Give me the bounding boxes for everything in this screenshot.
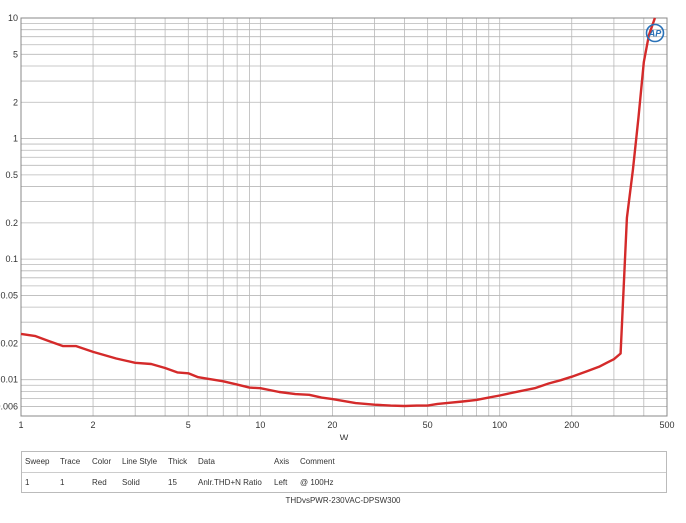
logo-text: AP bbox=[648, 29, 662, 39]
header-line-style: Line Style bbox=[122, 457, 158, 466]
chart-grid bbox=[21, 18, 667, 416]
x-tick-label: 1 bbox=[18, 420, 23, 430]
header-trace: Trace bbox=[60, 457, 81, 466]
x-tick-label: 10 bbox=[255, 420, 265, 430]
header-data: Data bbox=[198, 457, 215, 466]
header-color: Color bbox=[92, 457, 112, 466]
x-axis-ticks: 1 2 5 10 20 50 100 200 500 bbox=[18, 420, 674, 430]
cell-axis: Left bbox=[274, 478, 288, 487]
legend-header-row: Sweep Trace Color Line Style Thick Data … bbox=[22, 452, 666, 473]
y-tick-label: 0.02 bbox=[0, 338, 18, 348]
x-tick-label: 5 bbox=[186, 420, 191, 430]
y-tick-label: 0.2 bbox=[5, 218, 18, 228]
y-tick-label: 0.05 bbox=[0, 290, 18, 300]
x-tick-label: 2 bbox=[91, 420, 96, 430]
thd-chart: 0.006 0.01 0.02 0.05 0.1 0.2 0.5 1 2 5 10 1 2 5 10 20 5… bbox=[0, 13, 675, 440]
cell-color: Red bbox=[92, 478, 107, 487]
y-tick-label: 2 bbox=[13, 97, 18, 107]
cell-trace: 1 bbox=[60, 478, 65, 487]
y-axis-ticks: 0.006 0.01 0.02 0.05 0.1 0.2 0.5 1 2 5 10 bbox=[0, 13, 18, 411]
y-tick-label: 0.006 bbox=[0, 401, 18, 411]
ap-logo-icon: AP bbox=[645, 23, 665, 43]
x-tick-label: 20 bbox=[327, 420, 337, 430]
cell-data: Anlr.THD+N Ratio bbox=[198, 478, 262, 487]
thd-series-line bbox=[20, 17, 657, 408]
y-tick-label: 1 bbox=[13, 134, 18, 144]
cell-comment: @ 100Hz bbox=[300, 478, 334, 487]
cell-line-style: Solid bbox=[122, 478, 140, 487]
y-tick-label: 0.5 bbox=[5, 170, 18, 180]
legend-data-row: 1 1 Red Solid 15 Anlr.THD+N Ratio Left @… bbox=[22, 473, 666, 493]
x-tick-label: 500 bbox=[659, 420, 674, 430]
header-sweep: Sweep bbox=[25, 457, 50, 466]
header-thick: Thick bbox=[168, 457, 188, 466]
y-tick-label: 10 bbox=[8, 13, 18, 23]
header-comment: Comment bbox=[300, 457, 335, 466]
y-tick-label: 0.1 bbox=[5, 254, 18, 264]
chart-footer-title: THDvsPWR-230VAC-DPSW300 bbox=[285, 496, 401, 505]
x-tick-label: 200 bbox=[564, 420, 579, 430]
y-tick-label: 5 bbox=[13, 49, 18, 59]
cell-thick: 15 bbox=[168, 478, 177, 487]
x-axis-label: W bbox=[340, 433, 349, 440]
x-tick-label: 100 bbox=[492, 420, 507, 430]
header-axis: Axis bbox=[274, 457, 290, 466]
plot-frame bbox=[20, 17, 668, 417]
trace-legend-table: Sweep Trace Color Line Style Thick Data … bbox=[21, 451, 667, 493]
x-tick-label: 50 bbox=[423, 420, 433, 430]
y-tick-label: 0.01 bbox=[0, 375, 18, 385]
cell-sweep: 1 bbox=[25, 478, 30, 487]
